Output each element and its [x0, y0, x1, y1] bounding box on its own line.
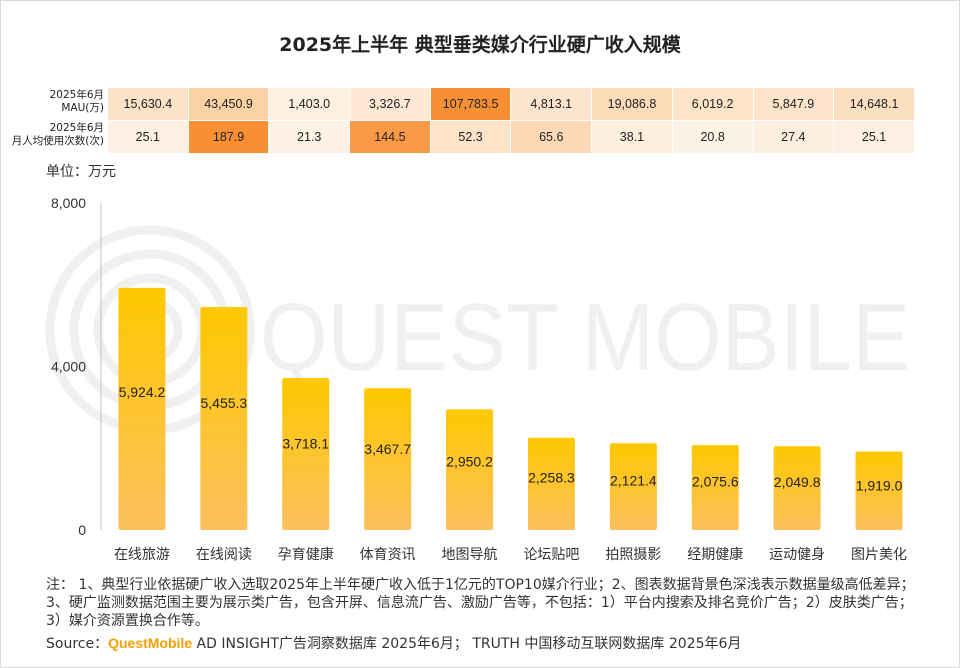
- bar-value-label: 3,467.7: [364, 441, 411, 457]
- unit-label: 单位：万元: [46, 164, 116, 180]
- x-tick-label: 在线旅游: [114, 547, 170, 563]
- usage-cell: 52.3: [429, 120, 512, 154]
- metrics-table: 15,630.4 43,450.9 1,403.0 3,326.7 107,783.5 4…: [107, 87, 915, 154]
- bar: [200, 307, 248, 530]
- mau-cell: 6,019.2: [671, 87, 754, 121]
- bar-value-label: 5,924.2: [119, 384, 166, 400]
- mau-cell: 4,813.1: [510, 87, 593, 121]
- y-tick-label: 8,000: [51, 195, 86, 211]
- bar-value-label: 2,075.6: [692, 474, 739, 490]
- y-tick-label: 4,000: [51, 359, 86, 375]
- x-tick-label: 在线阅读: [196, 546, 252, 563]
- bar: [527, 437, 575, 530]
- source-prefix: Source：: [46, 636, 109, 652]
- bar: [691, 445, 739, 530]
- bar: [773, 446, 821, 530]
- y-tick-label: 0: [78, 522, 86, 538]
- x-tick-label: 图片美化: [851, 547, 907, 563]
- usage-cell: 21.3: [268, 120, 351, 154]
- bar-value-label: 1,919.0: [856, 477, 903, 493]
- usage-row: 25.1 187.9 21.3 144.5 52.3 65.6 38.1 20.8 27.4 25…: [107, 120, 915, 154]
- bar-value-label: 3,718.1: [282, 435, 329, 451]
- bar: [364, 388, 412, 530]
- mau-cell: 43,450.9: [187, 87, 270, 121]
- usage-cell: 20.8: [671, 120, 754, 154]
- bar: [609, 443, 657, 530]
- mau-row-label-line1: 2025年6月: [49, 89, 104, 101]
- bar-value-label: 2,258.3: [528, 469, 575, 485]
- usage-cell: 27.4: [752, 120, 835, 154]
- mau-row-label-line2: MAU(万): [61, 102, 104, 114]
- x-tick-label: 地图导航: [442, 547, 498, 563]
- bar-value-label: 2,121.4: [610, 473, 657, 489]
- mau-cell: 19,086.8: [591, 87, 673, 121]
- bar: [855, 451, 903, 530]
- usage-cell: 187.9: [187, 120, 270, 154]
- usage-row-label: 2025年6月 月人均使用次数(次): [0, 122, 104, 148]
- mau-row-label: 2025年6月 MAU(万): [0, 89, 104, 115]
- footnote: 注： 1、典型行业依据硬广收入选取2025年上半年硬广收入低于1亿元的TOP10…: [46, 577, 915, 629]
- usage-cell: 25.1: [833, 120, 915, 154]
- bar-value-label: 2,049.8: [774, 474, 821, 490]
- x-tick-label: 孕育健康: [278, 546, 334, 563]
- x-tick-label: 论坛贴吧: [523, 547, 579, 563]
- mau-row: 15,630.4 43,450.9 1,403.0 3,326.7 107,783.5 4…: [107, 87, 915, 121]
- source-rest: AD INSIGHT广告洞察数据库 2025年6月； TRUTH 中国移动互联网…: [192, 636, 742, 652]
- mau-cell: 5,847.9: [752, 87, 835, 121]
- bar-value-label: 5,455.3: [200, 395, 247, 411]
- usage-cell: 144.5: [349, 120, 431, 154]
- x-tick-label: 经期健康: [687, 546, 743, 563]
- bar-value-label: 2,950.2: [446, 453, 493, 469]
- x-tick-label: 拍照摄影: [605, 547, 661, 563]
- mau-cell: 1,403.0: [268, 87, 351, 121]
- usage-row-label-line2: 月人均使用次数(次): [11, 135, 104, 147]
- mau-cell: 14,648.1: [833, 87, 915, 121]
- bar: [282, 378, 330, 530]
- usage-row-label-line1: 2025年6月: [49, 122, 104, 134]
- source-brand: QuestMobile: [108, 635, 193, 651]
- chart-title: 2025年上半年 典型垂类媒介行业硬广收入规模: [279, 34, 681, 56]
- bar: [446, 409, 494, 530]
- x-tick-label: 体育资讯: [360, 547, 416, 563]
- usage-cell: 65.6: [510, 120, 593, 154]
- mau-cell: 3,326.7: [349, 87, 431, 121]
- x-tick-label: 运动健身: [769, 547, 825, 563]
- source-line: Source：QuestMobile AD INSIGHT广告洞察数据库 202…: [46, 634, 926, 653]
- usage-cell: 38.1: [591, 120, 673, 154]
- bar: [118, 287, 166, 530]
